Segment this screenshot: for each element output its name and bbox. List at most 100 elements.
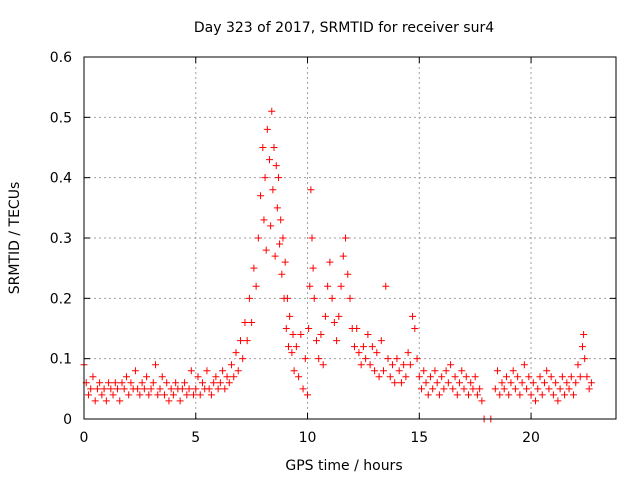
data-point [373, 349, 381, 357]
data-point [547, 373, 555, 381]
data-point [263, 125, 271, 133]
data-point [93, 385, 101, 393]
data-point [400, 361, 408, 369]
data-point [122, 373, 130, 381]
y-tick-label: 0 [63, 412, 72, 428]
data-point [520, 361, 528, 369]
data-point [309, 264, 317, 272]
data-point [259, 144, 267, 151]
data-point [315, 355, 323, 363]
data-point [409, 312, 417, 320]
data-point [342, 234, 350, 242]
data-point [453, 391, 461, 399]
data-point [543, 367, 551, 375]
data-point [158, 373, 166, 381]
data-point [319, 361, 327, 369]
data-point [355, 349, 363, 357]
data-point [187, 367, 195, 375]
data-point [585, 385, 593, 393]
data-point [587, 379, 595, 387]
data-point [435, 391, 443, 399]
data-point [433, 379, 441, 387]
data-point [458, 367, 466, 375]
data-point [429, 385, 437, 393]
data-point [523, 385, 531, 393]
data-point [102, 397, 110, 405]
data-point [359, 343, 367, 351]
data-point [406, 361, 414, 369]
data-point [518, 379, 526, 387]
data-point [375, 373, 383, 381]
data-point [402, 373, 410, 381]
data-point [105, 379, 113, 387]
data-point [312, 337, 320, 345]
data-point [538, 391, 546, 399]
data-point [469, 385, 477, 393]
data-point [116, 397, 124, 405]
data-point [574, 361, 582, 369]
data-point [411, 325, 419, 332]
data-point [266, 156, 274, 164]
y-tick-label: 0.3 [50, 231, 72, 247]
data-point [514, 373, 522, 381]
data-point [418, 385, 426, 393]
x-tick-label: 10 [299, 430, 317, 446]
y-axis-label: SRMTID / TECUs [7, 182, 23, 295]
data-point [447, 361, 455, 369]
data-point [270, 144, 278, 151]
data-point [273, 204, 281, 212]
data-point [245, 294, 253, 302]
data-point [413, 355, 421, 363]
y-tick-label: 0.6 [50, 50, 72, 66]
data-point [422, 379, 430, 387]
data-point [169, 391, 177, 399]
data-point [282, 325, 290, 332]
data-point [281, 258, 289, 266]
data-points-layer [80, 107, 595, 423]
data-point [366, 361, 374, 369]
data-point [212, 373, 220, 381]
data-point [87, 385, 95, 393]
data-point [172, 379, 180, 387]
data-point [565, 385, 573, 393]
data-point [516, 391, 524, 399]
grid-layer [84, 57, 616, 419]
data-point [285, 343, 293, 351]
data-point [219, 367, 227, 375]
data-point [268, 107, 276, 115]
data-point [339, 252, 347, 260]
data-point [176, 397, 184, 405]
data-point [558, 373, 566, 381]
data-point [333, 337, 341, 345]
data-point [536, 373, 544, 381]
data-point [243, 337, 251, 345]
data-point [143, 373, 151, 381]
data-point [380, 367, 388, 375]
data-point [462, 373, 470, 381]
data-point [471, 373, 479, 381]
data-point [371, 367, 379, 375]
data-point [509, 367, 517, 375]
data-point [353, 325, 361, 332]
data-point [290, 367, 298, 375]
data-point [295, 373, 303, 381]
x-tick-label: 0 [80, 430, 89, 446]
data-point [147, 385, 155, 393]
data-point [424, 391, 432, 399]
data-point [306, 282, 314, 290]
data-point [89, 373, 97, 381]
data-point [502, 373, 510, 381]
data-point [397, 379, 405, 387]
data-point [337, 282, 345, 290]
data-point [304, 391, 312, 399]
data-point [140, 385, 148, 393]
data-point [467, 379, 475, 387]
data-point [234, 367, 242, 375]
data-point [444, 379, 452, 387]
data-point [194, 373, 202, 381]
data-point [230, 373, 238, 381]
data-point [163, 379, 171, 387]
data-point [207, 391, 215, 399]
data-point [127, 379, 135, 387]
data-point [232, 349, 240, 357]
